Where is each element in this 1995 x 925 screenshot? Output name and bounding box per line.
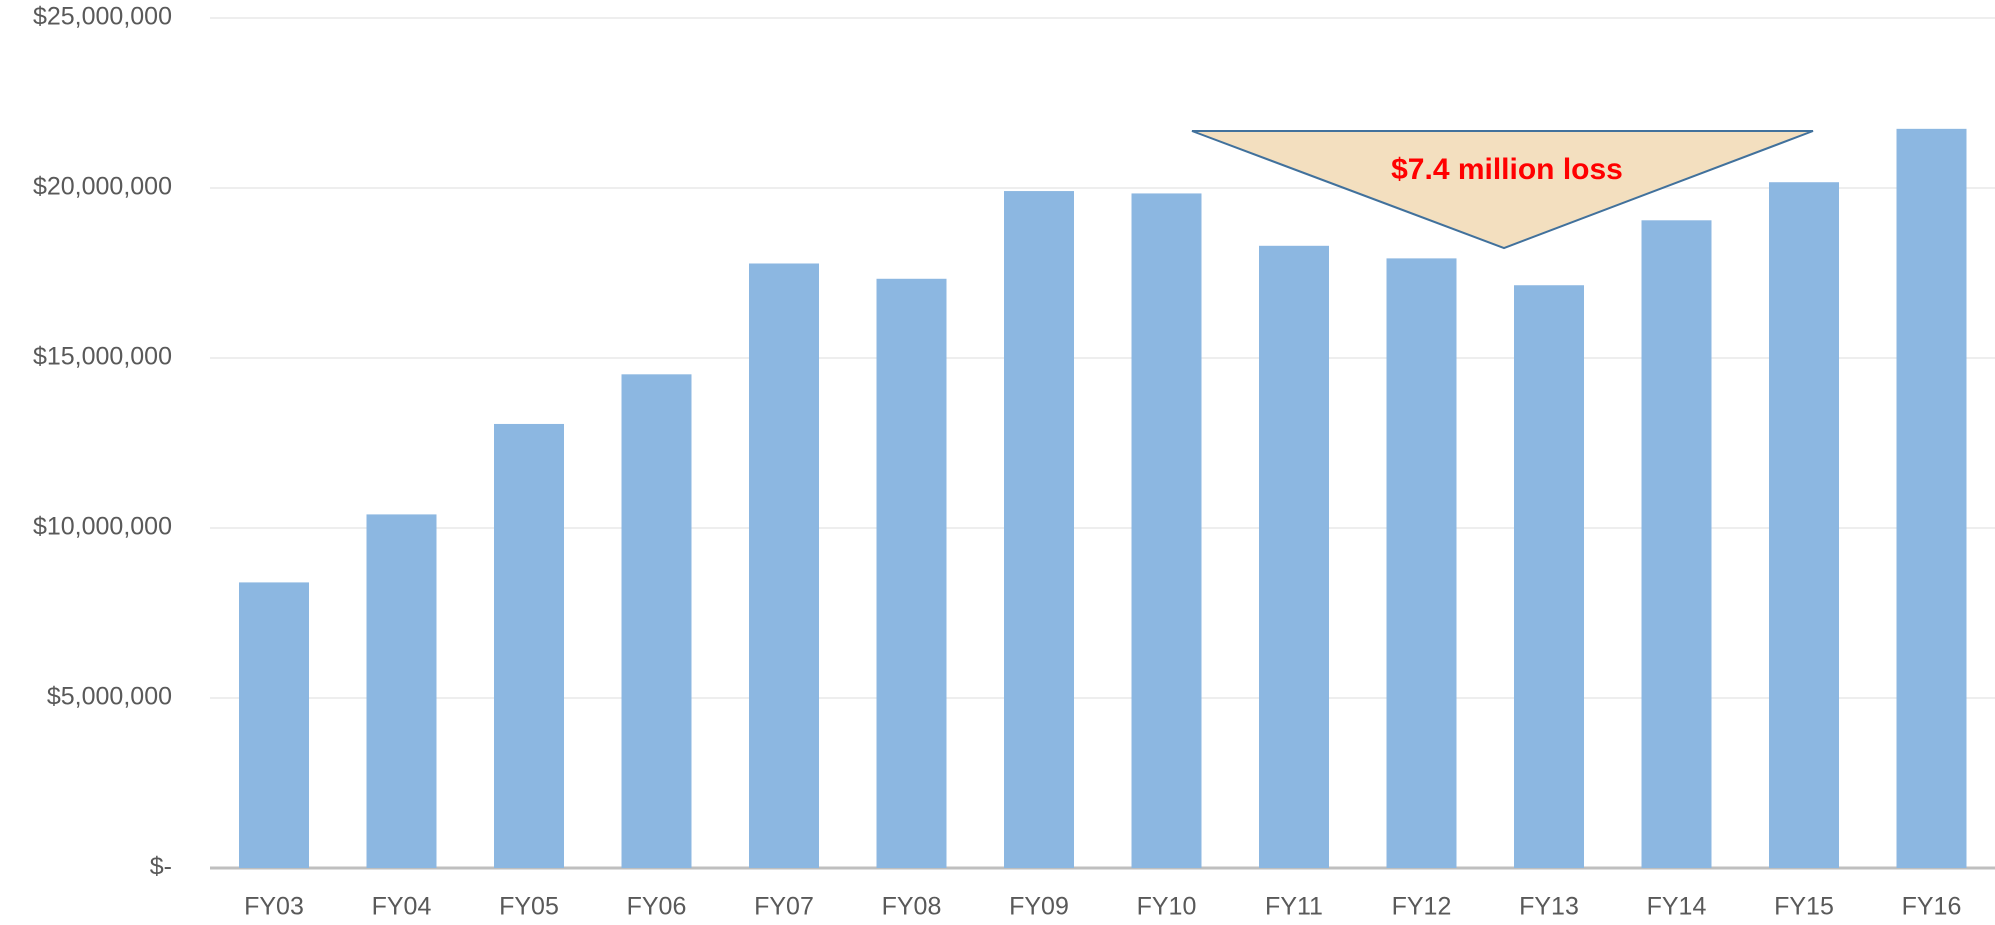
bars [239, 128, 1967, 869]
x-tick-label: FY07 [754, 893, 814, 921]
y-tick-label: $- [150, 853, 172, 881]
x-tick-label: FY08 [882, 893, 942, 921]
y-tick-label: $20,000,000 [33, 173, 172, 201]
bar [1514, 285, 1584, 868]
y-tick-label: $5,000,000 [47, 683, 172, 711]
x-tick-label: FY03 [244, 893, 304, 921]
bar [621, 374, 692, 868]
y-tick-label: $15,000,000 [33, 343, 172, 371]
bar [239, 582, 309, 868]
bar [1004, 191, 1074, 868]
x-tick-label: FY14 [1647, 893, 1707, 921]
x-tick-label: FY15 [1774, 893, 1834, 921]
bar [876, 278, 947, 868]
bar [1131, 193, 1202, 868]
y-tick-label: $10,000,000 [33, 513, 172, 541]
x-tick-label: FY13 [1519, 893, 1579, 921]
x-tick-label: FY06 [627, 893, 687, 921]
bar [366, 514, 437, 868]
bar [1769, 182, 1839, 869]
annotation-callout [1191, 130, 1814, 250]
bar [749, 263, 819, 869]
x-tick-label: FY11 [1265, 893, 1323, 921]
bar [1896, 128, 1967, 869]
x-tick-label: FY04 [372, 893, 432, 921]
bar [494, 423, 564, 868]
x-tick-label: FY09 [1009, 893, 1069, 921]
annotation: $7.4 million loss [1391, 153, 1623, 186]
y-tick-label: $25,000,000 [33, 3, 172, 31]
x-tick-label: FY16 [1902, 893, 1962, 921]
bar [1641, 220, 1712, 869]
x-tick-label: FY10 [1137, 893, 1197, 921]
bar [1259, 245, 1329, 869]
bar [1386, 258, 1457, 868]
x-tick-label: FY05 [499, 893, 559, 921]
x-tick-label: FY12 [1392, 893, 1452, 921]
